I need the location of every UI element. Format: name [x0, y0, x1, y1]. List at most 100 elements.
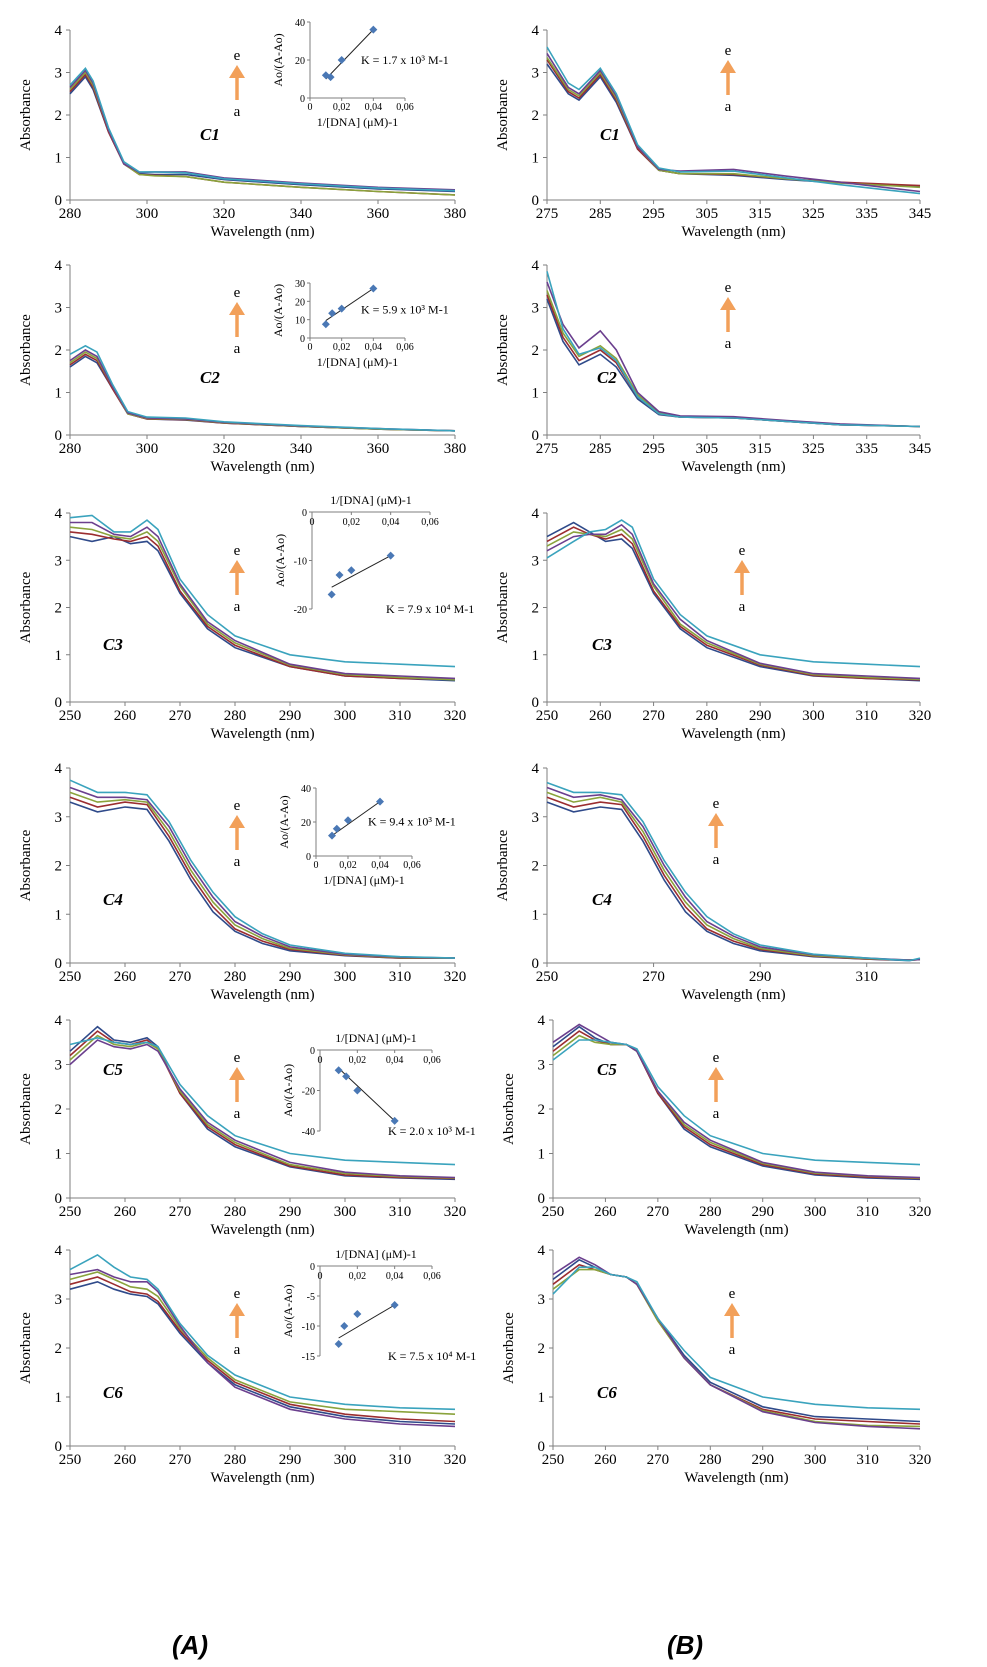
- inset-y-tick-label: 0: [302, 508, 307, 519]
- y-tick-label: 1: [55, 648, 63, 664]
- y-tick-label: 2: [55, 108, 63, 124]
- x-axis-label: Wavelength (nm): [210, 459, 314, 475]
- x-tick-label: 320: [909, 708, 932, 724]
- y-tick-label: 0: [55, 1439, 63, 1455]
- spectrum-line-2: [546, 294, 921, 428]
- y-tick-label: 1: [55, 907, 63, 923]
- x-tick-label: 305: [696, 206, 719, 222]
- arrow-up-icon: [229, 302, 245, 315]
- compound-label: C6: [103, 1383, 123, 1402]
- y-axis-label: Absorbance: [18, 314, 34, 386]
- binding-constant-inset: -20 -10 00 0,02 0,04 0,06 1/[DNA] (μM)-1 Ao/(A-…: [273, 493, 474, 616]
- x-tick-label: 290: [749, 708, 772, 724]
- y-tick-label: 0: [538, 1191, 546, 1207]
- chart-a-c3: 0 1 2 3 4 250 260 270 280 290 300 310 320 Wavelength …: [18, 493, 474, 742]
- panel-label-b: (B): [667, 1630, 704, 1660]
- spectrum-line-5: [552, 1039, 921, 1166]
- arrow-label-bottom: a: [234, 341, 241, 357]
- x-tick-label: 260: [114, 1204, 137, 1220]
- spectrum-line-4: [69, 1268, 456, 1428]
- y-axis-label: Absorbance: [495, 829, 511, 901]
- arrow-label-bottom: a: [725, 99, 732, 115]
- inset-x-tick-label: 0,06: [423, 1271, 441, 1282]
- inset-data-point: [376, 797, 384, 806]
- x-tick-label: 280: [224, 1204, 247, 1220]
- chart-b-c4: 0 1 2 3 4 250 270 290 310 Wavelength (nm) Absorban…: [495, 761, 921, 1003]
- y-tick-label: 0: [55, 956, 63, 972]
- x-tick-label: 290: [751, 1204, 774, 1220]
- y-tick-label: 0: [532, 956, 540, 972]
- arrow-label-bottom: a: [234, 104, 241, 120]
- x-tick-label: 300: [334, 708, 357, 724]
- arrow-label-top: e: [234, 1050, 241, 1066]
- inset-x-tick-label: 0: [314, 860, 319, 871]
- inset-x-tick-label: 0,04: [371, 860, 389, 871]
- spectrum-line-4: [552, 1256, 921, 1430]
- spectrum-line-3: [546, 791, 921, 961]
- x-tick-label: 280: [696, 708, 719, 724]
- inset-data-point: [328, 831, 336, 840]
- binding-constant-text: K = 5.9 x 10³ M-1: [361, 302, 449, 316]
- binding-constant-inset: 0 10 20 30 0 0,02 0,04 0,06 1/[DNA] (μM)-1 Ao/(A-…: [271, 279, 449, 369]
- inset-data-point: [335, 571, 344, 580]
- inset-x-axis-label: 1/[DNA] (μM)-1: [317, 115, 398, 129]
- arrow-label-top: e: [234, 798, 241, 814]
- x-tick-label: 250: [59, 1204, 82, 1220]
- x-tick-label: 320: [909, 1204, 932, 1220]
- x-tick-label: 340: [290, 441, 313, 457]
- panel-label-a: (A): [172, 1630, 209, 1660]
- x-axis-label: Wavelength (nm): [681, 459, 785, 475]
- y-tick-label: 1: [532, 151, 540, 167]
- x-tick-label: 280: [59, 441, 82, 457]
- x-tick-label: 260: [114, 969, 137, 985]
- y-axis-label: Absorbance: [18, 1073, 34, 1145]
- x-tick-label: 260: [589, 708, 612, 724]
- compound-label: C2: [597, 368, 617, 387]
- inset-data-point: [353, 1086, 362, 1095]
- compound-label: C3: [103, 635, 123, 654]
- y-axis-label: Absorbance: [495, 79, 511, 151]
- x-axis-label: Wavelength (nm): [210, 726, 314, 742]
- compound-label: C1: [600, 125, 620, 144]
- x-tick-label: 300: [804, 1452, 827, 1468]
- y-tick-label: 3: [538, 1292, 546, 1308]
- spectrum-line-5: [552, 1266, 921, 1411]
- arrow-label-top: e: [713, 796, 720, 812]
- inset-x-tick-label: 0,02: [339, 860, 357, 871]
- y-tick-label: 2: [532, 108, 540, 124]
- inset-x-tick-label: 0,02: [333, 102, 351, 113]
- x-axis-label: Wavelength (nm): [684, 1470, 788, 1486]
- x-tick-label: 290: [751, 1452, 774, 1468]
- x-axis-label: Wavelength (nm): [681, 726, 785, 742]
- y-tick-label: 4: [532, 761, 540, 777]
- x-tick-label: 285: [589, 206, 612, 222]
- x-tick-label: 250: [536, 708, 559, 724]
- compound-label: C6: [597, 1383, 617, 1402]
- y-tick-label: 0: [55, 193, 63, 209]
- x-axis-label: Wavelength (nm): [210, 1470, 314, 1486]
- binding-constant-inset: 0 20 40 0 0,02 0,04 0,06 1/[DNA] (μM)-1 Ao/(A-Ao…: [271, 18, 449, 129]
- spectrum-line-4: [546, 281, 921, 428]
- inset-y-axis-label: Ao/(A-Ao): [273, 534, 287, 587]
- inset-data-point: [390, 1116, 399, 1125]
- x-tick-label: 270: [169, 708, 192, 724]
- x-tick-label: 320: [444, 1452, 467, 1468]
- inset-x-axis-label: 1/[DNA] (μM)-1: [335, 1247, 416, 1261]
- inset-y-tick-label: 0: [310, 1262, 315, 1273]
- spectrum-line-5: [546, 781, 921, 962]
- x-tick-label: 320: [444, 1204, 467, 1220]
- x-tick-label: 295: [642, 206, 665, 222]
- x-tick-label: 300: [136, 206, 159, 222]
- x-tick-label: 270: [647, 1204, 670, 1220]
- inset-x-tick-label: 0: [308, 342, 313, 353]
- x-tick-label: 345: [909, 441, 932, 457]
- y-tick-label: 3: [55, 1058, 63, 1074]
- y-tick-label: 1: [55, 1147, 63, 1163]
- y-tick-label: 1: [538, 1390, 546, 1406]
- arrow-label-bottom: a: [713, 1106, 720, 1122]
- inset-y-tick-label: -10: [294, 557, 307, 568]
- inset-y-tick-label: 20: [295, 56, 305, 67]
- y-tick-label: 1: [532, 386, 540, 402]
- y-tick-label: 4: [55, 506, 63, 522]
- arrow-up-icon: [229, 1303, 245, 1316]
